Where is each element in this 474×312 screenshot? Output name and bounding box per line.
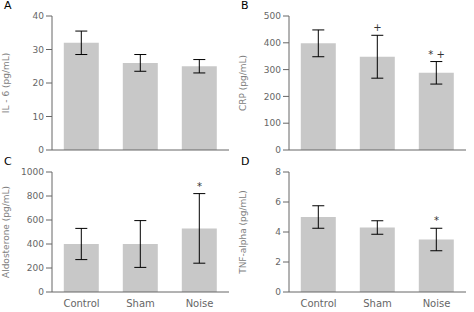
svg-text:0: 0	[275, 145, 281, 155]
svg-text:6: 6	[275, 197, 281, 207]
svg-text:Sham: Sham	[126, 298, 155, 309]
svg-text:400: 400	[264, 38, 281, 48]
svg-text:IL - 6 (pg/mL): IL - 6 (pg/mL)	[8, 53, 11, 114]
svg-text:40: 40	[33, 11, 45, 21]
svg-text:2: 2	[275, 257, 281, 267]
svg-text:200: 200	[27, 263, 44, 273]
svg-text:20: 20	[33, 78, 45, 88]
svg-text:*: *	[434, 215, 439, 226]
svg-text:+: +	[373, 22, 381, 33]
svg-text:TNF-alpha (pg/mL): TNF-alpha (pg/mL)	[238, 190, 248, 275]
svg-text:* +: * +	[428, 49, 445, 60]
svg-text:10: 10	[33, 112, 45, 122]
svg-text:0: 0	[38, 287, 44, 297]
html-text:A: A	[4, 0, 12, 12]
svg-text:CRP (pg/mL): CRP (pg/mL)	[238, 55, 248, 111]
svg-text:Control: Control	[63, 298, 99, 309]
html-text:C: C	[4, 155, 12, 168]
svg-text:500: 500	[264, 11, 281, 21]
svg-text:1000: 1000	[21, 167, 44, 177]
svg-text:300: 300	[264, 65, 281, 75]
svg-text:8: 8	[275, 167, 281, 177]
svg-text:Sham: Sham	[363, 298, 392, 309]
svg-text:0: 0	[275, 287, 281, 297]
svg-text:*: *	[197, 181, 202, 192]
svg-text:600: 600	[27, 215, 44, 225]
html-text:B: B	[241, 0, 249, 12]
svg-text:200: 200	[264, 92, 281, 102]
svg-text:30: 30	[33, 45, 45, 55]
svg-text:Control: Control	[300, 298, 336, 309]
svg-text:4: 4	[275, 227, 281, 237]
svg-text:0: 0	[38, 145, 44, 155]
html-text:D: D	[241, 155, 250, 168]
svg-text:400: 400	[27, 239, 44, 249]
svg-text:100: 100	[264, 118, 281, 128]
svg-text:Aldosterone (pg/mL): Aldosterone (pg/mL)	[8, 186, 11, 278]
svg-text:800: 800	[27, 191, 44, 201]
svg-text:Noise: Noise	[423, 298, 451, 309]
svg-text:Noise: Noise	[186, 298, 214, 309]
